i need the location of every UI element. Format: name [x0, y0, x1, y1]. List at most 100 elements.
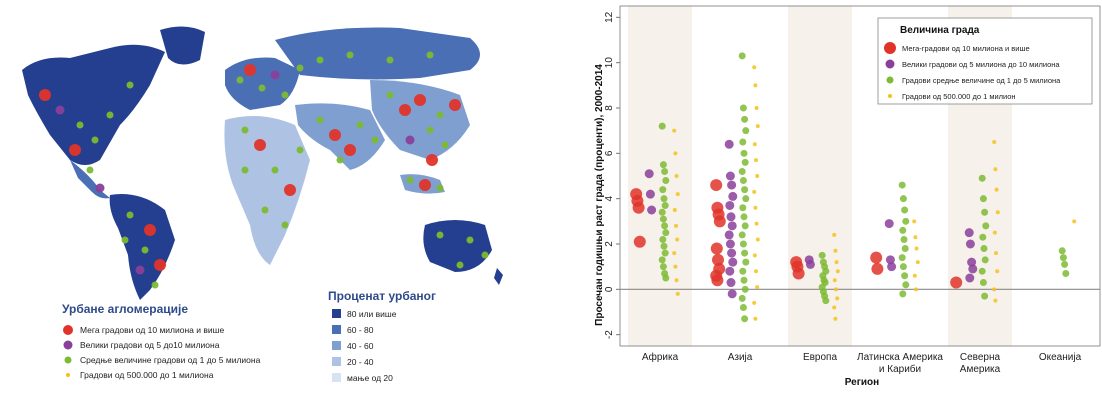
data-point: [884, 219, 894, 229]
data-point: [818, 251, 826, 259]
data-point: [805, 259, 815, 269]
data-point: [870, 251, 883, 264]
data-point: [899, 290, 907, 298]
map-city-dot: [449, 99, 461, 111]
data-point: [755, 285, 760, 290]
data-point: [902, 281, 910, 289]
urban-20-swatch: [332, 357, 341, 366]
legend-small-marker: [66, 373, 70, 377]
data-point: [727, 221, 737, 231]
map-city-dot: [244, 64, 256, 76]
data-point: [754, 269, 758, 274]
map-city-dot: [261, 206, 269, 214]
data-point: [742, 127, 750, 135]
data-point: [915, 260, 920, 265]
map-city-dot: [121, 236, 129, 244]
data-point: [741, 186, 749, 194]
map-city-dot: [371, 136, 379, 144]
data-point: [752, 300, 757, 305]
data-point: [981, 256, 989, 264]
legend-small-label: Градови од 500.000 до 1 милиона: [80, 370, 214, 380]
y-tick-label: 10: [604, 57, 615, 69]
data-point: [727, 180, 737, 190]
data-point: [1059, 254, 1067, 262]
x-tick-label: и Кариби: [879, 363, 921, 375]
data-point: [633, 235, 646, 248]
map-city-dot: [135, 265, 145, 275]
map-city-dot: [399, 104, 411, 116]
data-point: [644, 169, 654, 179]
data-point: [834, 260, 839, 265]
data-point: [658, 208, 666, 216]
legend-medium-marker: [64, 356, 72, 364]
urban-40-label: 40 - 60: [347, 341, 374, 351]
data-point: [899, 226, 907, 234]
legend-label: Мега-градови од 10 милиона и више: [902, 44, 1030, 53]
data-point: [739, 204, 747, 212]
data-point: [661, 201, 669, 209]
legend-medium-label: Средње величине градови од 1 до 5 милион…: [80, 355, 261, 365]
map-city-dot: [386, 56, 394, 64]
data-point: [727, 248, 737, 258]
legend-large-marker: [63, 340, 73, 350]
data-point: [725, 200, 735, 210]
urban-below20-swatch: [332, 373, 341, 382]
data-point: [738, 231, 746, 239]
data-point: [992, 230, 997, 235]
data-point: [658, 256, 666, 264]
region-band: [788, 6, 852, 346]
map-city-dot: [241, 126, 249, 134]
data-point: [741, 222, 749, 230]
data-point: [726, 278, 736, 288]
data-point: [710, 242, 723, 255]
data-point: [632, 201, 645, 214]
map-city-dot: [436, 184, 444, 192]
data-point: [914, 287, 918, 292]
data-point: [726, 212, 736, 222]
data-point: [899, 263, 907, 271]
x-axis-label: Регион: [845, 377, 879, 388]
data-point: [725, 239, 735, 249]
map-city-dot: [426, 51, 434, 59]
data-point: [647, 205, 657, 215]
y-tick-label: 2: [604, 241, 615, 247]
agglomeration-legend: Мега градови од 10 милиона и више Велики…: [63, 325, 261, 380]
map-city-dot: [426, 154, 438, 166]
data-point: [673, 151, 678, 156]
legend-mega-marker: [63, 325, 73, 335]
data-point: [965, 239, 975, 249]
data-point: [913, 235, 918, 240]
data-point: [832, 232, 837, 237]
data-point: [741, 249, 749, 257]
data-point: [728, 257, 738, 267]
legend-marker: [886, 76, 894, 84]
data-point: [661, 222, 669, 230]
x-tick-label: Америка: [960, 364, 1001, 375]
data-point: [833, 316, 838, 321]
y-tick-label: -2: [604, 330, 615, 339]
map-city-dot: [456, 261, 464, 269]
map-city-dot: [284, 184, 296, 196]
data-point: [822, 297, 830, 305]
data-point: [950, 276, 963, 289]
data-point: [833, 248, 838, 253]
map-city-dot: [241, 166, 249, 174]
y-axis-label: Просечан годишњи раст града (проценти), …: [594, 64, 605, 326]
data-point: [662, 274, 670, 282]
urban-80-label: 80 или више: [347, 309, 397, 319]
map-city-dot: [281, 91, 289, 99]
map-city-dot: [436, 111, 444, 119]
data-point: [741, 315, 749, 323]
map-city-dot: [466, 236, 474, 244]
map-city-dot: [258, 84, 266, 92]
urban-60-swatch: [332, 325, 341, 334]
data-point: [659, 235, 667, 243]
data-point: [1061, 260, 1069, 268]
data-point: [740, 213, 748, 221]
data-point: [674, 278, 679, 283]
data-point: [739, 177, 747, 185]
map-city-dot: [144, 224, 156, 236]
data-point: [994, 187, 999, 192]
growth-chart-panel: Просечан годишњи раст града (проценти), …: [560, 0, 1102, 390]
data-point: [739, 138, 747, 146]
